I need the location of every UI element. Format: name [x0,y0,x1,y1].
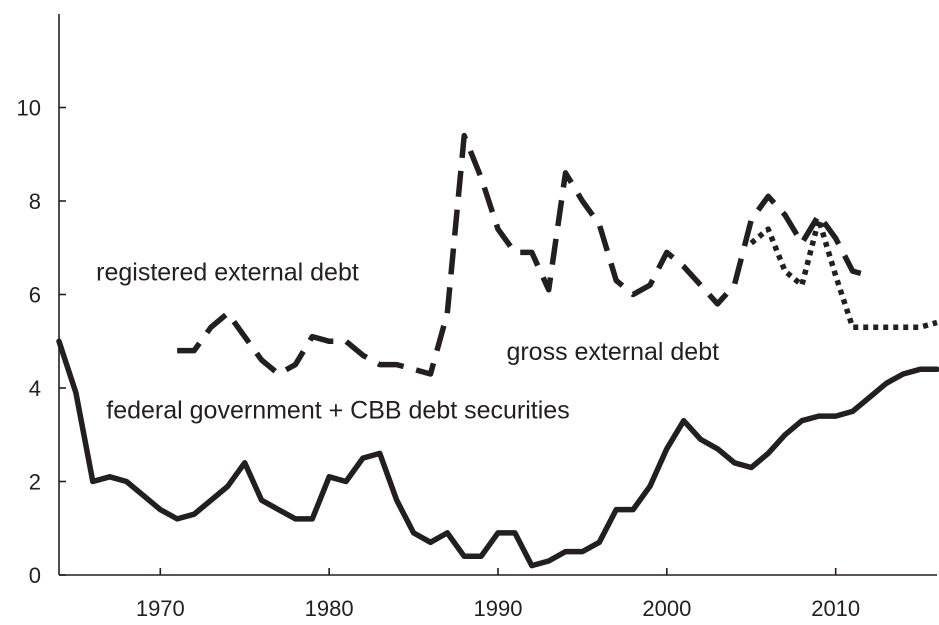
y-tick-label: 6 [29,283,41,308]
x-tick-label: 1980 [305,596,354,621]
series-annotation: gross external debt [506,338,719,366]
y-tick-label: 2 [29,470,41,495]
y-tick-label: 8 [29,189,41,214]
x-tick-label: 2010 [811,596,860,621]
series-layer [56,132,939,569]
x-tick-label: 1990 [474,596,523,621]
annotation-layer: registered external debt gross external d… [96,258,719,424]
x-ticks: 1970 1980 1990 2000 2010 [136,568,860,621]
series-annotation: registered external debt [96,258,359,286]
series-line-dotted [749,216,938,330]
x-tick-label: 2000 [642,596,691,621]
y-ticks: 0 2 4 6 8 10 [17,96,66,588]
series-line-dashed [177,132,871,377]
y-tick-label: 10 [17,96,41,121]
y-tick-label: 4 [29,376,41,401]
y-tick-label: 0 [29,563,41,588]
series-annotation: federal government + CBB debt securities [106,396,569,424]
axes: 0 2 4 6 8 10 1970 1980 1990 2000 2010 [17,14,937,621]
series-line-solid [56,338,939,569]
x-tick-label: 1970 [136,596,185,621]
